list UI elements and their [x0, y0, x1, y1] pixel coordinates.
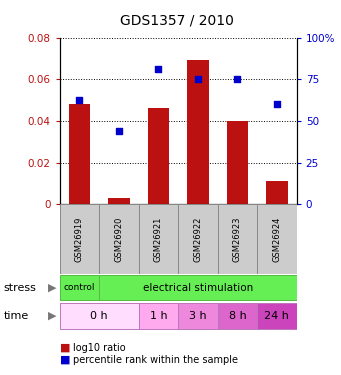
Bar [60, 204, 99, 274]
Bar [69, 104, 90, 204]
Text: ■: ■ [60, 343, 70, 353]
Bar [139, 204, 178, 274]
Text: ▶: ▶ [48, 283, 56, 293]
Point [235, 76, 240, 82]
Bar [178, 303, 218, 328]
Text: 1 h: 1 h [150, 311, 167, 321]
Text: ▶: ▶ [48, 311, 56, 321]
Bar [99, 275, 297, 300]
Bar [226, 121, 248, 204]
Text: GSM26920: GSM26920 [115, 216, 123, 262]
Bar [266, 182, 288, 204]
Point [274, 101, 280, 107]
Text: stress: stress [3, 283, 36, 293]
Text: 8 h: 8 h [228, 311, 246, 321]
Bar [60, 303, 139, 328]
Point [195, 76, 201, 82]
Text: GSM26919: GSM26919 [75, 216, 84, 262]
Text: GDS1357 / 2010: GDS1357 / 2010 [120, 13, 234, 27]
Text: 3 h: 3 h [189, 311, 207, 321]
Text: electrical stimulation: electrical stimulation [143, 283, 253, 293]
Text: GSM26923: GSM26923 [233, 216, 242, 262]
Point [156, 66, 161, 72]
Bar [257, 303, 297, 328]
Text: 24 h: 24 h [265, 311, 290, 321]
Text: control: control [64, 284, 95, 292]
Bar [178, 204, 218, 274]
Bar [60, 275, 99, 300]
Bar [187, 60, 209, 204]
Text: log10 ratio: log10 ratio [73, 343, 126, 353]
Bar [218, 204, 257, 274]
Text: ■: ■ [60, 355, 70, 365]
Text: GSM26924: GSM26924 [272, 216, 281, 262]
Bar [108, 198, 130, 204]
Text: 0 h: 0 h [90, 311, 108, 321]
Point [116, 128, 122, 134]
Bar [139, 303, 178, 328]
Text: GSM26922: GSM26922 [193, 216, 203, 262]
Point [77, 97, 82, 103]
Text: time: time [3, 311, 29, 321]
Bar [99, 204, 139, 274]
Text: percentile rank within the sample: percentile rank within the sample [73, 355, 238, 365]
Bar [257, 204, 297, 274]
Text: GSM26921: GSM26921 [154, 216, 163, 262]
Bar [218, 303, 257, 328]
Bar [148, 108, 169, 204]
